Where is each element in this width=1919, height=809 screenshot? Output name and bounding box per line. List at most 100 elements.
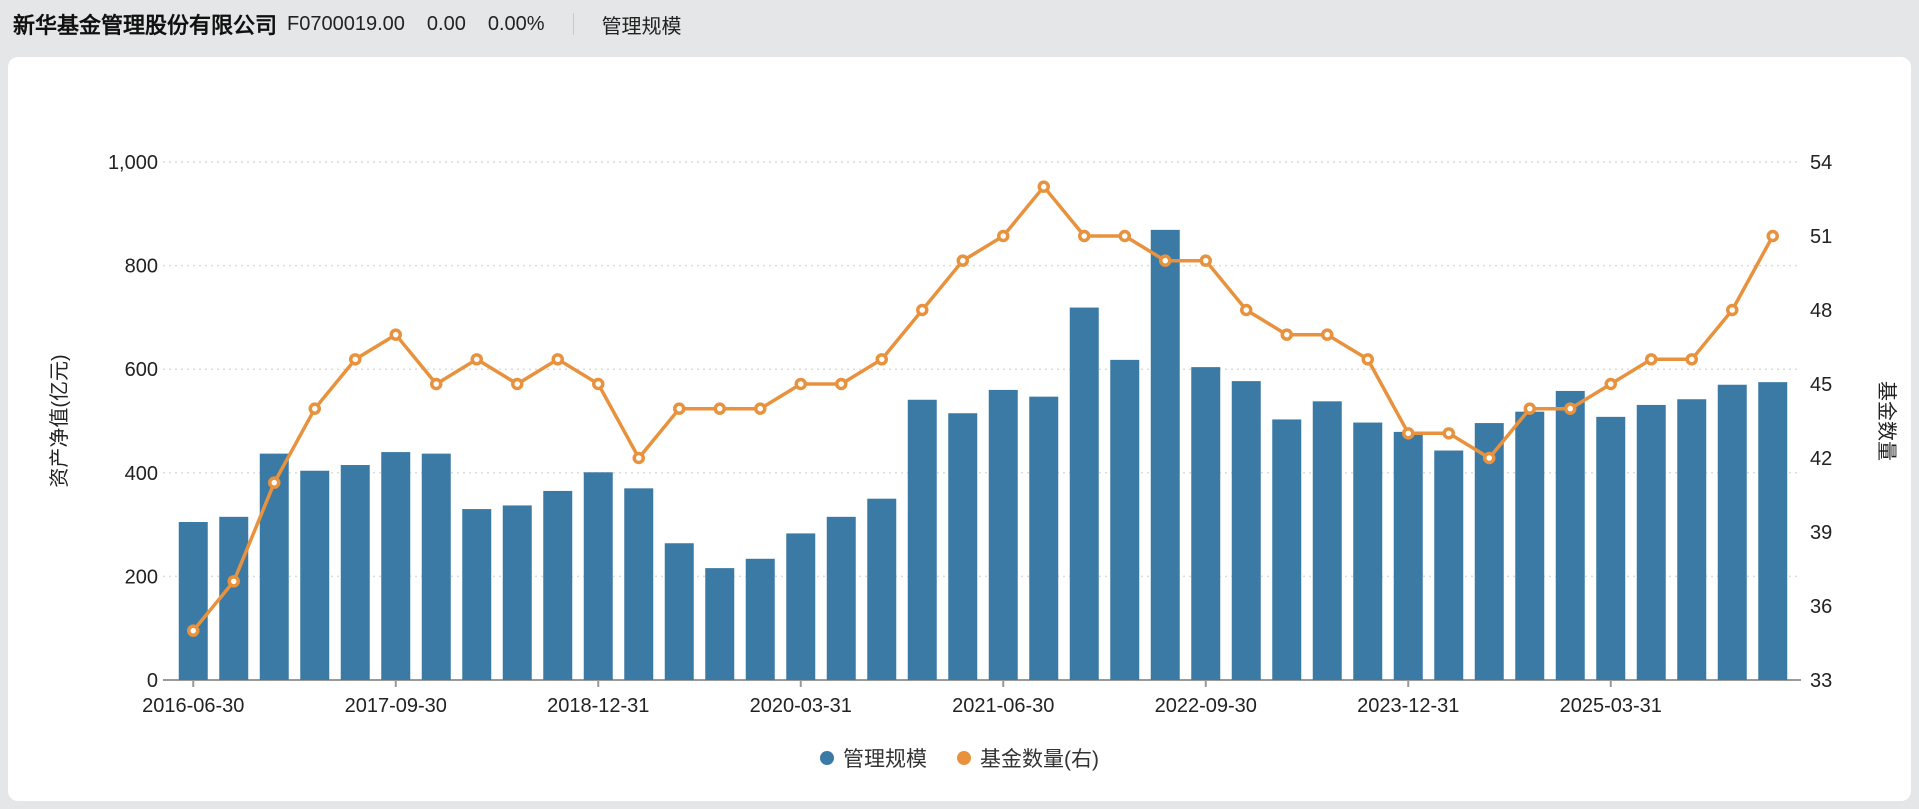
- right-axis-tick-label: 42: [1810, 448, 1832, 470]
- bar-2020-06-30[interactable]: [826, 516, 856, 680]
- left-axis-tick-label: 200: [125, 566, 158, 588]
- x-axis-label: 2018-12-31: [547, 695, 649, 717]
- fund-code: F0700019.00: [287, 12, 405, 35]
- line-point-2018-09-30[interactable]: [551, 353, 564, 366]
- bar-2024-03-31[interactable]: [1434, 450, 1464, 680]
- bar-2016-12-31[interactable]: [259, 453, 289, 680]
- bar-2019-09-30[interactable]: [705, 568, 735, 680]
- line-point-2020-03-31[interactable]: [794, 377, 807, 391]
- x-axis-label: 2022-09-30: [1155, 695, 1257, 717]
- bar-2026-03-31[interactable]: [1758, 382, 1788, 680]
- line-point-2019-06-30[interactable]: [673, 402, 686, 415]
- line-point-2016-09-30[interactable]: [227, 575, 240, 588]
- line-point-2017-03-31[interactable]: [308, 402, 321, 415]
- bar-2018-03-31[interactable]: [462, 509, 492, 680]
- bar-2019-06-30[interactable]: [664, 543, 694, 680]
- bar-2020-03-31[interactable]: [786, 533, 816, 680]
- line-point-2022-06-30[interactable]: [1159, 254, 1172, 267]
- bar-2024-09-30[interactable]: [1515, 411, 1545, 680]
- x-axis-label: 2025-03-31: [1560, 695, 1662, 717]
- bar-2025-12-31[interactable]: [1717, 384, 1747, 680]
- bar-2018-06-30[interactable]: [502, 505, 532, 680]
- right-axis-tick-label: 33: [1810, 670, 1832, 692]
- bar-2022-03-31[interactable]: [1110, 359, 1140, 680]
- bar-2017-09-30[interactable]: [381, 452, 411, 680]
- line-point-2019-03-31[interactable]: [632, 451, 645, 465]
- line-point-2025-12-31[interactable]: [1726, 303, 1739, 317]
- line-point-2026-03-31[interactable]: [1766, 229, 1779, 243]
- bar-2025-09-30[interactable]: [1677, 399, 1707, 680]
- left-axis-tick-label: 0: [147, 670, 158, 692]
- line-point-2020-09-30[interactable]: [875, 353, 888, 366]
- bar-2025-03-31[interactable]: [1596, 416, 1626, 680]
- legend-item-fund-count[interactable]: 基金数量(右): [957, 743, 1099, 773]
- bar-2020-12-31[interactable]: [907, 399, 937, 680]
- line-point-2025-03-31[interactable]: [1604, 377, 1617, 391]
- line-point-2023-09-30[interactable]: [1361, 353, 1374, 366]
- line-point-2020-12-31[interactable]: [916, 303, 929, 317]
- left-axis-tick-label: 400: [125, 463, 158, 485]
- combo-chart: 0 200 400 600 800 1,000 资产净值(亿元) 33 36 39 42 45 48 51…: [48, 152, 1898, 717]
- line-point-2018-06-30[interactable]: [511, 377, 524, 391]
- line-point-2021-06-30[interactable]: [997, 229, 1010, 243]
- bar-2022-06-30[interactable]: [1150, 229, 1180, 680]
- legend-label-fund-count: 基金数量(右): [980, 748, 1099, 771]
- line-point-2022-09-30[interactable]: [1199, 254, 1212, 267]
- legend: 管理规模 基金数量(右): [8, 743, 1911, 773]
- bar-2021-06-30[interactable]: [988, 389, 1018, 680]
- bar-2016-06-30[interactable]: [178, 522, 208, 680]
- tab-management-scale[interactable]: 管理规模: [601, 15, 682, 38]
- bar-2021-09-30[interactable]: [1029, 396, 1059, 680]
- line-point-2022-03-31[interactable]: [1118, 229, 1131, 243]
- line-point-2019-09-30[interactable]: [713, 402, 726, 415]
- line-point-2023-06-30[interactable]: [1321, 328, 1334, 341]
- bar-2025-06-30[interactable]: [1636, 404, 1666, 680]
- bar-2023-03-31[interactable]: [1272, 419, 1302, 680]
- line-point-2021-09-30[interactable]: [1037, 180, 1050, 193]
- x-axis-label: 2023-12-31: [1357, 695, 1459, 717]
- line-point-2024-09-30[interactable]: [1523, 402, 1536, 415]
- line-point-2018-12-31[interactable]: [592, 377, 605, 391]
- bar-2018-09-30[interactable]: [543, 490, 573, 680]
- line-point-2020-06-30[interactable]: [835, 377, 848, 391]
- line-point-2025-09-30[interactable]: [1685, 353, 1698, 366]
- bar-2019-03-31[interactable]: [624, 488, 654, 680]
- legend-label-scale: 管理规模: [843, 748, 927, 771]
- bar-2022-09-30[interactable]: [1191, 367, 1221, 680]
- bar-2024-06-30[interactable]: [1474, 423, 1504, 680]
- bar-2023-12-31[interactable]: [1393, 431, 1423, 680]
- line-point-2024-03-31[interactable]: [1442, 427, 1455, 440]
- line-point-2016-06-30[interactable]: [187, 624, 200, 637]
- bar-2016-09-30[interactable]: [219, 516, 249, 680]
- line-point-2023-03-31[interactable]: [1280, 328, 1293, 341]
- line-point-2017-06-30[interactable]: [349, 353, 362, 366]
- line-point-2017-09-30[interactable]: [389, 328, 402, 341]
- bar-2023-09-30[interactable]: [1353, 422, 1383, 680]
- bar-2024-12-31[interactable]: [1555, 390, 1585, 680]
- line-point-2021-03-31[interactable]: [956, 254, 969, 267]
- bar-2017-12-31[interactable]: [421, 453, 451, 680]
- line-point-2019-12-31[interactable]: [754, 402, 767, 415]
- bar-2017-03-31[interactable]: [300, 470, 330, 680]
- bar-2021-03-31[interactable]: [948, 413, 978, 680]
- line-point-2023-12-31[interactable]: [1402, 427, 1415, 440]
- bar-2019-12-31[interactable]: [745, 558, 775, 680]
- header-divider: [572, 13, 574, 35]
- line-point-2016-12-31[interactable]: [268, 476, 281, 489]
- legend-item-scale[interactable]: 管理规模: [820, 743, 927, 773]
- bar-2023-06-30[interactable]: [1312, 401, 1342, 680]
- bar-2021-12-31[interactable]: [1069, 307, 1099, 680]
- line-point-2024-06-30[interactable]: [1483, 451, 1496, 465]
- line-point-2021-12-31[interactable]: [1078, 229, 1091, 243]
- bar-2020-09-30[interactable]: [867, 498, 897, 680]
- bar-2017-06-30[interactable]: [340, 465, 370, 680]
- line-point-2017-12-31[interactable]: [430, 377, 443, 391]
- line-point-2025-06-30[interactable]: [1645, 353, 1658, 366]
- line-point-2024-12-31[interactable]: [1564, 402, 1577, 415]
- change-percent: 0.00%: [487, 12, 545, 35]
- right-axis-tick-label: 54: [1810, 152, 1832, 174]
- line-point-2018-03-31[interactable]: [470, 353, 483, 366]
- bar-2022-12-31[interactable]: [1231, 381, 1261, 680]
- bar-2018-12-31[interactable]: [583, 472, 613, 680]
- line-point-2022-12-31[interactable]: [1240, 303, 1253, 317]
